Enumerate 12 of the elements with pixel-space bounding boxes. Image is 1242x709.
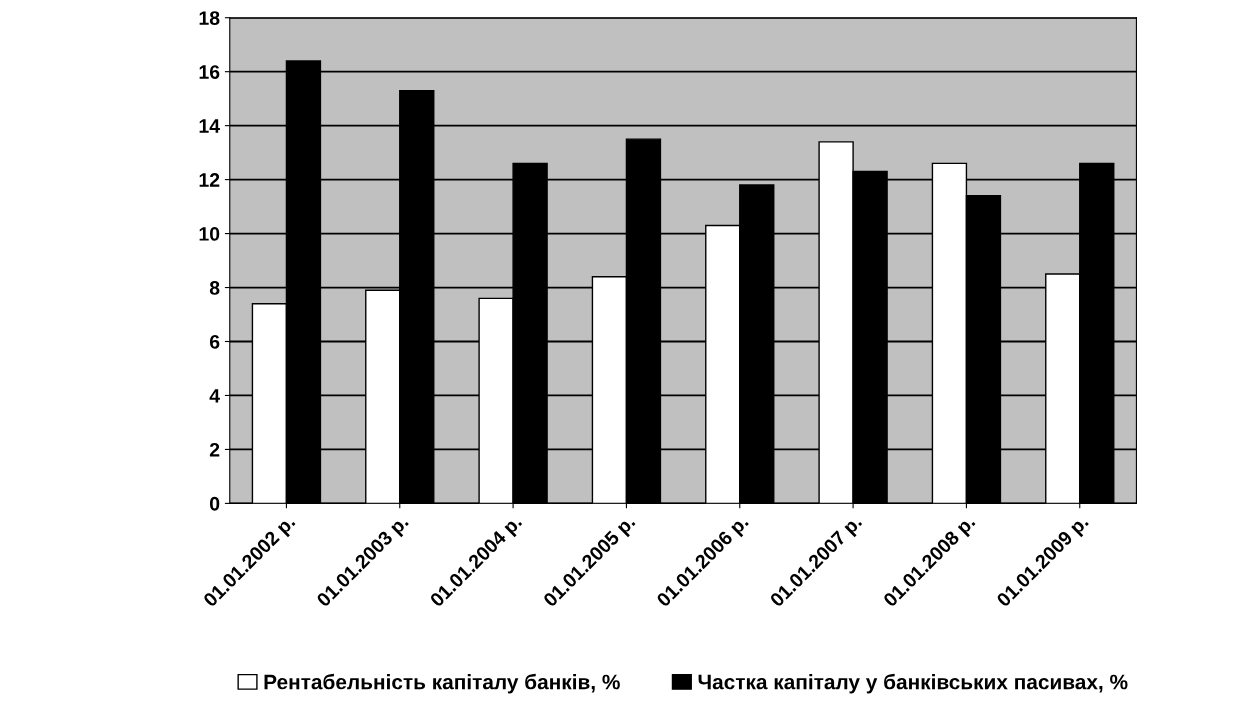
y-tick-label: 12 [199, 173, 220, 187]
y-tick-label: 2 [209, 442, 220, 457]
legend-label: Рентабельність капіталу банків, % [264, 673, 620, 694]
y-tick-label: 16 [199, 65, 220, 79]
y-tick-label: 14 [199, 119, 220, 133]
legend-label: Частка капіталу у банківських пасивах, % [698, 673, 1128, 694]
y-tick-label: 6 [209, 334, 220, 349]
y-tick-label: 0 [210, 496, 220, 511]
y-tick-label: 10 [199, 227, 220, 241]
y-tick-label: 8 [209, 281, 220, 295]
y-tick-label: 4 [209, 389, 220, 403]
y-tick-label: 18 [199, 11, 220, 25]
